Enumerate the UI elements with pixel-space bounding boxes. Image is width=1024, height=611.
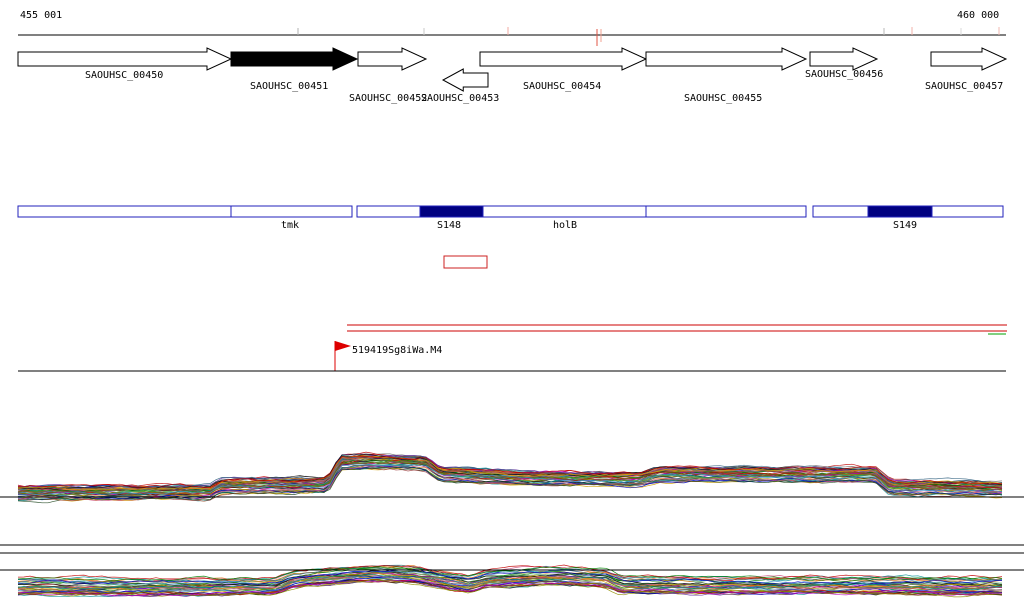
coverage-trace <box>17 577 1003 594</box>
gene-arrow[interactable] <box>230 47 359 71</box>
coverage-trace <box>18 571 1003 589</box>
coverage-trace <box>17 566 1003 582</box>
coverage-trace <box>17 569 1003 586</box>
ruler-end-label: 460 000 <box>957 10 999 21</box>
gene-arrow[interactable] <box>17 47 233 71</box>
ruler-start-label: 455 001 <box>20 10 62 21</box>
gene-label: SAOUHSC_00451 <box>250 81 328 92</box>
flag-label: 519419Sg8iWa.M4 <box>352 345 442 356</box>
coverage-trace <box>17 566 1003 586</box>
feature-box[interactable] <box>356 205 807 218</box>
gene-label: SAOUHSC_00455 <box>684 93 762 104</box>
gene-arrow[interactable] <box>441 68 489 92</box>
selection-rect <box>443 255 488 269</box>
coverage-trace <box>17 463 1003 496</box>
gene-label: SAOUHSC_00453 <box>421 93 499 104</box>
coverage-trace <box>17 579 1002 598</box>
feature-label: S149 <box>893 220 917 231</box>
coverage-trace <box>17 456 1003 489</box>
gene-arrow[interactable] <box>357 47 428 71</box>
coverage-trace <box>17 573 1003 591</box>
coverage-trace <box>17 455 1003 492</box>
gene-label: SAOUHSC_00457 <box>925 81 1003 92</box>
gene-label: SAOUHSC_00452 <box>349 93 427 104</box>
gene-arrow[interactable] <box>809 47 879 71</box>
gene-label: SAOUHSC_00450 <box>85 70 163 81</box>
coverage-trace <box>18 459 1003 493</box>
coverage-trace <box>17 572 1003 590</box>
gene-arrow[interactable] <box>930 47 1008 71</box>
feature-box[interactable] <box>17 205 353 218</box>
coverage-trace <box>17 564 1003 581</box>
feature-label: holB <box>553 220 577 231</box>
coverage-trace <box>17 466 1003 501</box>
coverage-trace <box>17 455 1002 489</box>
feature-segment-filled[interactable] <box>867 205 933 218</box>
gene-label: SAOUHSC_00454 <box>523 81 601 92</box>
feature-label: tmk <box>281 220 299 231</box>
feature-segment-filled[interactable] <box>419 205 484 218</box>
flag-icon[interactable] <box>335 341 351 351</box>
coverage-trace <box>17 569 1003 588</box>
gene-label: SAOUHSC_00456 <box>805 69 883 80</box>
feature-label: S148 <box>437 220 461 231</box>
gene-arrow[interactable] <box>479 47 648 71</box>
gene-arrow[interactable] <box>645 47 808 71</box>
coverage-trace <box>17 576 1003 595</box>
coverage-trace <box>18 455 1003 491</box>
coverage-trace <box>17 463 1003 498</box>
coverage-trace <box>17 579 1003 597</box>
